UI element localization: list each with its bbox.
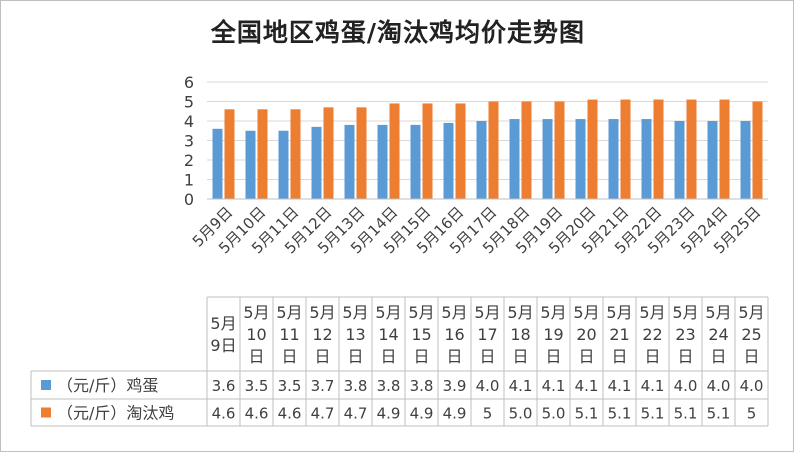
bar-hen [224,109,235,199]
bar-egg [377,124,388,199]
table-header-label: 5月 25 日 [738,303,764,366]
bar-egg [443,122,454,199]
table-value: 4.7 [311,405,335,423]
table-header-label: 5月 22 日 [639,303,665,366]
table-header-label: 5月 21 日 [606,303,632,366]
table-value: 4.1 [575,377,599,395]
table-value: 5.1 [707,405,731,423]
table-value: 4.6 [278,405,302,423]
bar-hen [323,107,334,199]
bar-hen [356,107,367,199]
table-value: 3.7 [311,377,335,395]
table-value: 5.1 [608,405,632,423]
y-tick-label: 1 [184,171,194,190]
bar-egg [542,119,553,199]
bar-hen [257,109,268,199]
table-value: 4.0 [740,377,764,395]
table-value: 4.6 [212,405,236,423]
bar-hen [422,103,433,199]
bar-egg [575,119,586,199]
y-tick-label: 2 [184,151,194,170]
legend-swatch-hen [41,407,51,418]
bar-egg [641,119,652,199]
bar-hen [389,103,400,199]
bar-hen [488,101,499,199]
table-value: 4.9 [377,405,401,423]
bar-hen [620,99,631,199]
table-header-label: 5月 18 日 [507,303,533,366]
table-value: 4.1 [641,377,665,395]
table-header-label: 5月 16 日 [441,303,467,366]
table-value: 3.8 [410,377,434,395]
bar-hen [521,101,532,199]
table-value: 5.0 [542,405,566,423]
bar-egg [476,121,487,199]
legend-label-hen: （元/斤）淘汰鸡 [57,404,174,423]
table-value: 4.1 [608,377,632,395]
table-value: 4.1 [509,377,533,395]
bar-egg [509,119,520,199]
bar-hen [587,99,598,199]
bar-hen [686,99,697,199]
table-value: 4.6 [245,405,269,423]
table-header-label: 5月 15 日 [408,303,434,366]
legend-label-egg: （元/斤）鸡蛋 [57,376,158,395]
table-value: 3.8 [377,377,401,395]
table-header-label: 5月 10 日 [243,303,269,366]
table-value: 3.5 [245,377,269,395]
bar-egg [245,130,256,199]
table-header-label: 5月 17 日 [474,303,500,366]
y-tick-label: 4 [184,112,194,131]
table-value: 5 [747,405,757,423]
bar-hen [719,99,730,199]
table-value: 5.1 [674,405,698,423]
table-value: 4.9 [410,405,434,423]
table-header-label: 5月 12 日 [309,303,335,366]
bar-hen [455,103,466,199]
table-value: 5.0 [509,405,533,423]
y-tick-label: 5 [184,93,194,112]
table-header-label: 5月 20 日 [573,303,599,366]
table-header-label: 5月 9日 [210,314,236,355]
table-value: 4.0 [476,377,500,395]
bar-egg [212,128,223,199]
bar-egg [707,121,718,199]
table-value: 5.1 [641,405,665,423]
bar-egg [344,124,355,199]
bar-hen [290,109,301,199]
y-tick-label: 3 [184,132,194,151]
table-value: 4.0 [674,377,698,395]
table-value: 4.7 [344,405,368,423]
table-header-label: 5月 11 日 [276,303,302,366]
y-tick-label: 6 [184,73,194,92]
table-header-label: 5月 23 日 [672,303,698,366]
bar-hen [653,99,664,199]
bar-hen [752,101,763,199]
table-value: 3.5 [278,377,302,395]
table-value: 3.9 [443,377,467,395]
table-header-label: 5月 19 日 [540,303,566,366]
table-header-label: 5月 13 日 [342,303,368,366]
table-value: 3.8 [344,377,368,395]
bar-egg [410,124,421,199]
table-value: 4.9 [443,405,467,423]
bar-egg [740,121,751,199]
table-header-label: 5月 14 日 [375,303,401,366]
legend-swatch-egg [41,380,51,390]
table-value: 5.1 [575,405,599,423]
table-value: 3.6 [212,377,236,395]
chart-title: 全国地区鸡蛋/淘汰鸡均价走势图 [210,18,586,47]
bar-hen [554,101,565,199]
table-header-label: 5月 24 日 [705,303,731,366]
bar-egg [278,130,289,199]
table-value: 5 [483,405,493,423]
bar-egg [311,126,322,199]
bar-egg [674,121,685,199]
y-tick-label: 0 [184,190,194,209]
bar-egg [608,119,619,199]
table-value: 4.1 [542,377,566,395]
table-value: 4.0 [707,377,731,395]
